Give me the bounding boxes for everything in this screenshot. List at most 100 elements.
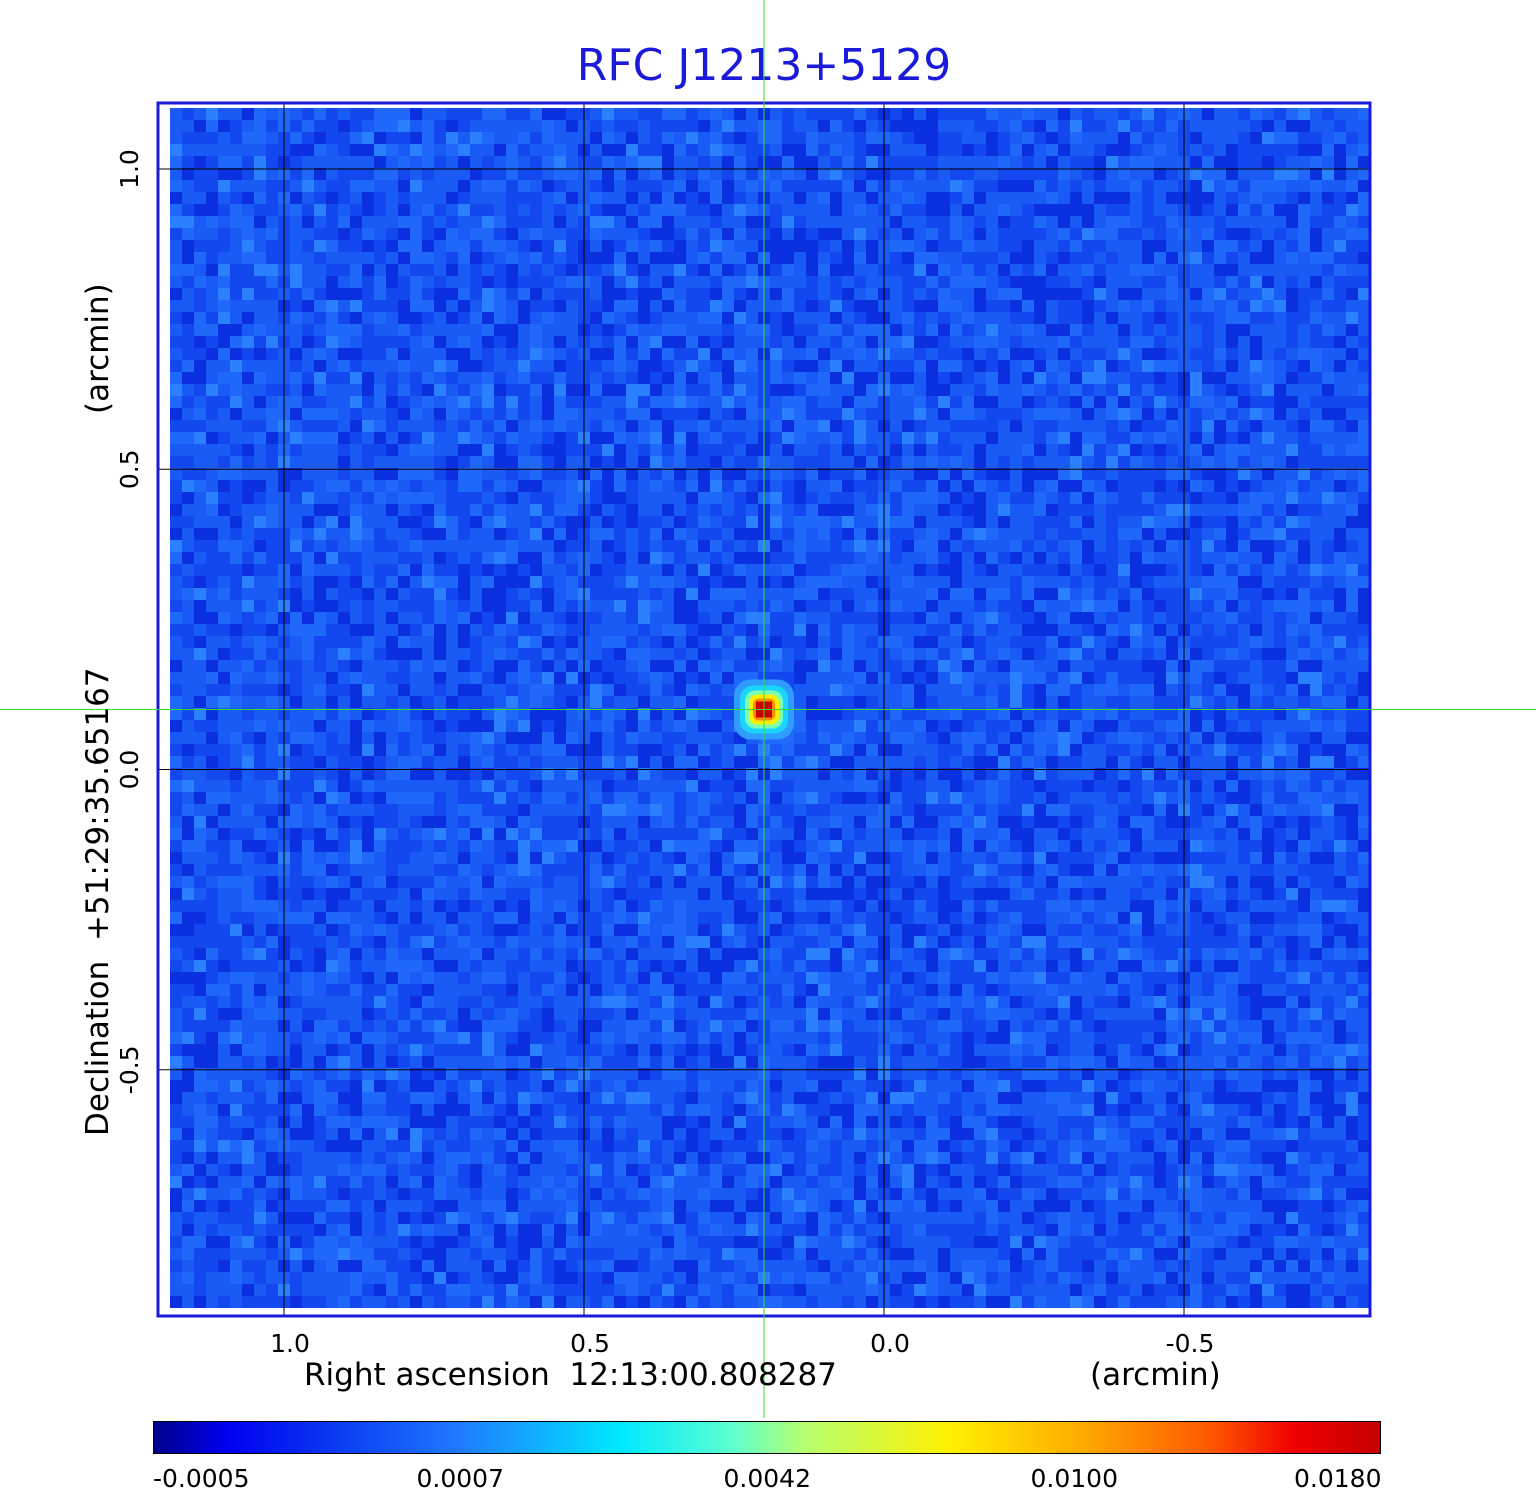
- noise-pixel: [254, 216, 266, 228]
- noise-pixel: [1262, 492, 1274, 504]
- noise-pixel: [1358, 528, 1370, 540]
- noise-pixel: [1142, 156, 1154, 168]
- noise-pixel: [1118, 264, 1130, 276]
- noise-pixel: [614, 168, 626, 180]
- noise-pixel: [494, 540, 506, 552]
- noise-pixel: [662, 636, 674, 648]
- noise-pixel: [194, 348, 206, 360]
- noise-pixel: [830, 216, 842, 228]
- noise-pixel: [1358, 132, 1370, 144]
- noise-pixel: [290, 552, 302, 564]
- noise-pixel: [602, 228, 614, 240]
- noise-pixel: [1130, 288, 1142, 300]
- noise-pixel: [938, 324, 950, 336]
- noise-pixel: [914, 696, 926, 708]
- noise-pixel: [230, 660, 242, 672]
- noise-pixel: [974, 528, 986, 540]
- noise-pixel: [1082, 204, 1094, 216]
- noise-pixel: [746, 660, 758, 672]
- noise-pixel: [806, 576, 818, 588]
- noise-pixel: [926, 396, 938, 408]
- noise-pixel: [926, 156, 938, 168]
- noise-pixel: [662, 360, 674, 372]
- noise-pixel: [206, 672, 218, 684]
- noise-pixel: [482, 108, 494, 120]
- noise-pixel: [1214, 216, 1226, 228]
- noise-pixel: [1274, 324, 1286, 336]
- noise-pixel: [338, 648, 350, 660]
- noise-pixel: [506, 372, 518, 384]
- noise-pixel: [602, 540, 614, 552]
- noise-pixel: [206, 624, 218, 636]
- noise-pixel: [1202, 240, 1214, 252]
- noise-pixel: [326, 444, 338, 456]
- noise-pixel: [494, 636, 506, 648]
- noise-pixel: [1190, 156, 1202, 168]
- noise-pixel: [962, 204, 974, 216]
- noise-pixel: [542, 432, 554, 444]
- noise-pixel: [1082, 384, 1094, 396]
- noise-pixel: [458, 156, 470, 168]
- noise-pixel: [722, 372, 734, 384]
- noise-pixel: [506, 276, 518, 288]
- noise-pixel: [926, 360, 938, 372]
- noise-pixel: [914, 288, 926, 300]
- noise-pixel: [998, 528, 1010, 540]
- noise-pixel: [1322, 300, 1334, 312]
- noise-pixel: [362, 168, 374, 180]
- noise-pixel: [1154, 480, 1166, 492]
- noise-pixel: [650, 348, 662, 360]
- noise-pixel: [374, 576, 386, 588]
- noise-pixel: [506, 672, 518, 684]
- noise-pixel: [866, 144, 878, 156]
- noise-pixel: [1322, 408, 1334, 420]
- noise-pixel: [1322, 288, 1334, 300]
- noise-pixel: [1250, 300, 1262, 312]
- noise-pixel: [1238, 264, 1250, 276]
- noise-pixel: [1106, 684, 1118, 696]
- noise-pixel: [722, 360, 734, 372]
- noise-pixel: [1334, 264, 1346, 276]
- noise-pixel: [698, 612, 710, 624]
- noise-pixel: [254, 444, 266, 456]
- noise-pixel: [1010, 456, 1022, 468]
- noise-pixel: [1358, 648, 1370, 660]
- noise-pixel: [182, 132, 194, 144]
- noise-pixel: [458, 408, 470, 420]
- noise-pixel: [1070, 300, 1082, 312]
- noise-pixel: [962, 648, 974, 660]
- noise-pixel: [302, 660, 314, 672]
- noise-pixel: [698, 504, 710, 516]
- noise-pixel: [254, 432, 266, 444]
- noise-pixel: [974, 360, 986, 372]
- noise-pixel: [1238, 432, 1250, 444]
- noise-pixel: [914, 516, 926, 528]
- noise-pixel: [338, 624, 350, 636]
- noise-pixel: [1214, 468, 1226, 480]
- noise-pixel: [506, 480, 518, 492]
- noise-pixel: [254, 696, 266, 708]
- noise-pixel: [650, 504, 662, 516]
- noise-pixel: [662, 204, 674, 216]
- noise-pixel: [206, 252, 218, 264]
- noise-pixel: [422, 528, 434, 540]
- noise-pixel: [914, 336, 926, 348]
- noise-pixel: [1058, 468, 1070, 480]
- noise-pixel: [254, 540, 266, 552]
- noise-pixel: [926, 528, 938, 540]
- noise-pixel: [1010, 660, 1022, 672]
- noise-pixel: [1298, 516, 1310, 528]
- noise-pixel: [590, 420, 602, 432]
- noise-pixel: [866, 696, 878, 708]
- noise-pixel: [182, 372, 194, 384]
- noise-pixel: [458, 492, 470, 504]
- noise-pixel: [566, 672, 578, 684]
- noise-pixel: [1118, 432, 1130, 444]
- noise-pixel: [302, 648, 314, 660]
- noise-pixel: [542, 228, 554, 240]
- noise-pixel: [1226, 288, 1238, 300]
- noise-pixel: [230, 300, 242, 312]
- noise-pixel: [746, 648, 758, 660]
- noise-pixel: [1070, 648, 1082, 660]
- noise-pixel: [1274, 420, 1286, 432]
